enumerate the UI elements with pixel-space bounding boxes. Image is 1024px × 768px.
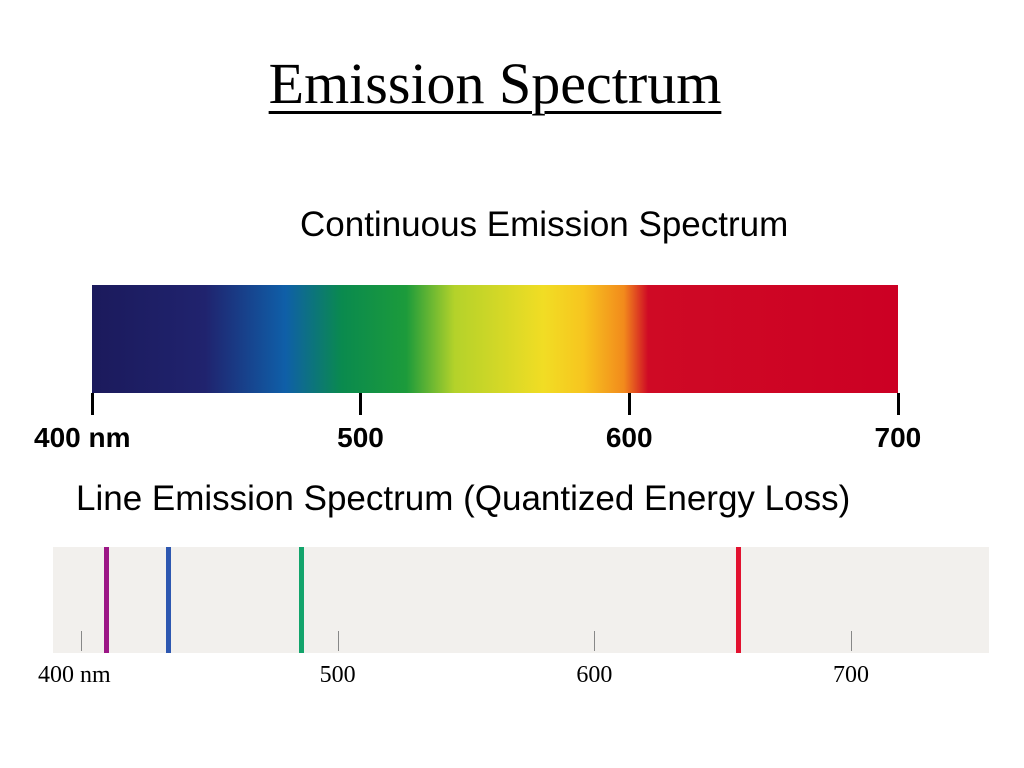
line-spectrum-heading: Line Emission Spectrum (Quantized Energy… bbox=[76, 479, 851, 518]
continuous-tick bbox=[627, 393, 631, 415]
line-tick-label: 500 bbox=[319, 662, 356, 688]
line-tick-label: 400 nm bbox=[38, 662, 111, 688]
continuous-tick bbox=[90, 393, 94, 415]
line-tick bbox=[851, 631, 852, 651]
line-tick-label: 700 bbox=[833, 662, 869, 688]
line-spectrum-bar bbox=[53, 547, 989, 653]
continuous-tick bbox=[359, 393, 363, 415]
continuous-spectrum-bar bbox=[92, 285, 898, 393]
page-title: Emission Spectrum bbox=[268, 51, 722, 116]
continuous-tick-label: 400 nm bbox=[34, 422, 131, 453]
continuous-tick-label: 600 bbox=[605, 422, 653, 453]
continuous-spectrum-heading: Continuous Emission Spectrum bbox=[300, 205, 789, 244]
continuous-tick-label: 500 bbox=[337, 422, 384, 453]
emission-line bbox=[299, 547, 305, 653]
continuous-tick bbox=[896, 393, 900, 415]
line-tick bbox=[81, 631, 82, 651]
line-tick bbox=[337, 631, 339, 651]
emission-line bbox=[104, 547, 110, 653]
continuous-tick-label: 700 bbox=[874, 422, 922, 453]
emission-line bbox=[165, 547, 171, 653]
line-tick-label: 600 bbox=[576, 662, 613, 688]
line-tick bbox=[594, 631, 596, 651]
emission-line bbox=[735, 547, 741, 653]
